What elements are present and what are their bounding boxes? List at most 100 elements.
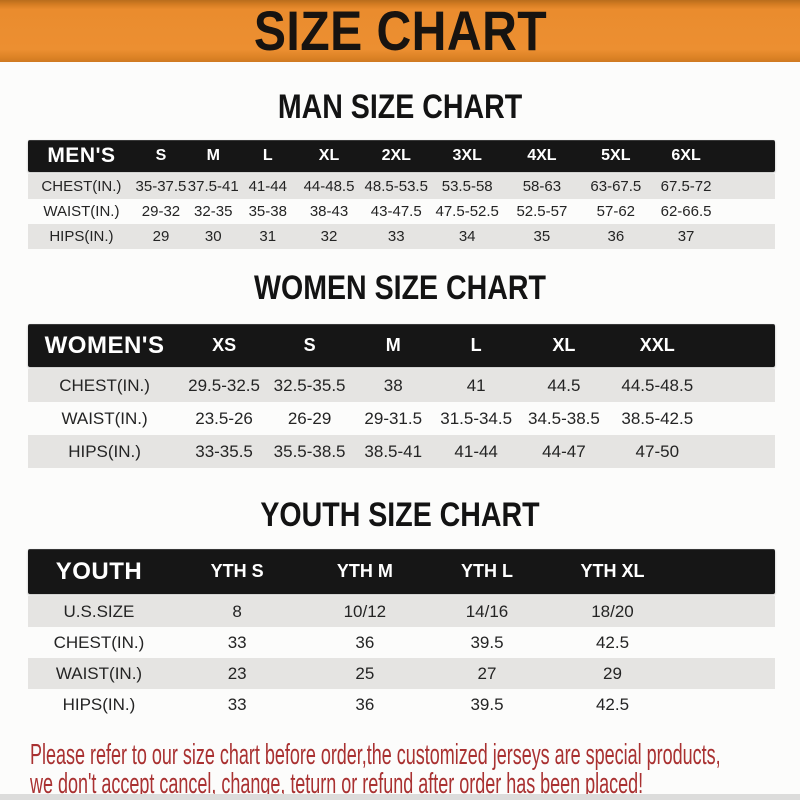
size-column-header: YTH L	[461, 561, 513, 581]
size-value: 34	[458, 228, 476, 245]
row-label: HIPS(IN.)	[49, 228, 114, 245]
size-value: 47.5-52.5	[435, 203, 499, 220]
youth-table-title: YOUTH	[55, 557, 143, 585]
size-value: 57-62	[596, 203, 636, 220]
size-value: 38.5-42.5	[621, 408, 694, 428]
size-column-header: L	[262, 147, 273, 164]
size-value: 41-44	[454, 441, 498, 461]
youth-heading: YOUTH SIZE CHART	[260, 496, 540, 534]
women-size-table: WOMEN'S XS S M L XL XXL CHEST(IN.) 29.5-…	[28, 324, 775, 468]
size-value: 8	[232, 601, 242, 621]
size-value: 38-43	[309, 203, 349, 220]
size-value: 36	[355, 632, 375, 652]
size-column-header: S	[155, 147, 167, 164]
men-table-title: MEN'S	[47, 144, 116, 167]
size-value: 39.5	[470, 632, 504, 652]
size-value: 47-50	[635, 441, 680, 461]
size-column-header: 6XL	[671, 147, 701, 164]
disclaimer: Please refer to our size chart before or…	[30, 741, 800, 799]
page-title: SIZE CHART	[253, 0, 547, 62]
men-hips-row: HIPS(IN.) 29 30 31 32 33 34 35 36 37	[28, 224, 775, 249]
women-heading: WOMEN SIZE CHART	[254, 269, 546, 307]
size-value: 32	[320, 228, 338, 245]
size-value: 35.5-38.5	[273, 441, 346, 461]
size-value: 27	[477, 663, 497, 683]
women-header-bar: WOMEN'S XS S M L XL XXL	[28, 324, 775, 367]
row-label: WAIST(IN.)	[61, 408, 148, 428]
row-label: WAIST(IN.)	[43, 203, 120, 220]
row-label: WAIST(IN.)	[55, 663, 143, 683]
size-value: 29.5-32.5	[188, 375, 260, 395]
size-value: 31	[259, 228, 277, 245]
size-value: 35-37.5	[135, 178, 187, 195]
size-value: 29	[152, 228, 170, 245]
men-chest-row: CHEST(IN.) 35-37.5 37.5-41 41-44 44-48.5…	[28, 174, 775, 199]
size-value: 53.5-58	[441, 178, 493, 195]
size-value: 10/12	[343, 601, 387, 621]
disclaimer-line-2: we don't accept cancel, change, teturn o…	[30, 768, 644, 800]
size-value: 32.5-35.5	[273, 375, 346, 395]
disclaimer-line-1: Please refer to our size chart before or…	[30, 739, 721, 771]
size-column-header: XS	[212, 335, 237, 355]
women-table-title: WOMEN'S	[44, 331, 165, 359]
size-value: 36	[355, 694, 375, 714]
men-size-table: MEN'S S M L XL 2XL 3XL 4XL 5XL 6XL CHEST…	[28, 140, 775, 249]
row-label: HIPS(IN.)	[62, 694, 136, 714]
women-waist-row: WAIST(IN.) 23.5-26 26-29 29-31.5 31.5-34…	[28, 402, 775, 435]
size-column-header: M	[206, 147, 220, 164]
size-value: 62-66.5	[660, 203, 712, 220]
size-value: 52.5-57	[516, 203, 568, 220]
women-hips-row: HIPS(IN.) 33-35.5 35.5-38.5 38.5-41 41-4…	[28, 435, 775, 468]
size-value: 38	[383, 375, 403, 395]
size-value: 37	[677, 228, 695, 245]
size-value: 30	[204, 228, 222, 245]
size-column-header: XXL	[639, 335, 675, 355]
size-value: 43-47.5	[370, 203, 422, 220]
size-column-header: YTH XL	[580, 561, 645, 581]
size-value: 32-35	[194, 203, 233, 220]
size-value: 35	[533, 228, 551, 245]
row-label: CHEST(IN.)	[41, 178, 122, 195]
men-header-bar: MEN'S S M L XL 2XL 3XL 4XL 5XL 6XL	[28, 140, 775, 172]
size-column-header: M	[385, 335, 401, 355]
size-value: 18/20	[591, 601, 634, 621]
size-value: 44-47	[542, 441, 586, 461]
size-column-header: XL	[552, 335, 576, 355]
size-column-header: S	[303, 335, 316, 355]
size-value: 42.5	[595, 694, 630, 714]
size-value: 33-35.5	[195, 441, 253, 461]
size-column-header: 5XL	[601, 147, 631, 164]
size-value: 38.5-41	[364, 441, 423, 461]
size-value: 25	[355, 663, 375, 683]
size-value: 39.5	[470, 694, 504, 714]
size-value: 58-63	[522, 178, 562, 195]
size-value: 29-32	[141, 203, 181, 220]
size-value: 34.5-38.5	[528, 408, 600, 428]
size-value: 26-29	[287, 408, 332, 428]
size-column-header: 2XL	[381, 147, 411, 164]
row-label: CHEST(IN.)	[59, 375, 150, 395]
size-column-header: L	[470, 335, 482, 355]
size-value: 37.5-41	[187, 178, 239, 195]
size-column-header: 4XL	[527, 147, 557, 164]
men-waist-row: WAIST(IN.) 29-32 32-35 35-38 38-43 43-47…	[28, 199, 775, 224]
bottom-edge	[0, 794, 800, 800]
size-value: 41	[466, 375, 486, 395]
size-value: 63-67.5	[590, 178, 642, 195]
size-value: 35-38	[248, 203, 287, 220]
size-value: 36	[607, 228, 625, 245]
size-value: 31.5-34.5	[440, 408, 513, 428]
size-value: 42.5	[595, 632, 630, 652]
row-label: CHEST(IN.)	[53, 632, 145, 652]
size-value: 23	[227, 663, 247, 683]
size-value: 33	[227, 694, 247, 714]
size-value: 67.5-72	[660, 178, 712, 195]
youth-header-bar: YOUTH YTH S YTH M YTH L YTH XL	[28, 549, 775, 594]
size-value: 29-31.5	[364, 408, 423, 428]
youth-ussize-row: U.S.SIZE 8 10/12 14/16 18/20	[28, 596, 775, 627]
youth-chest-row: CHEST(IN.) 33 36 39.5 42.5	[28, 627, 775, 658]
youth-size-table: YOUTH YTH S YTH M YTH L YTH XL U.S.SIZE …	[28, 549, 775, 720]
size-value: 44.5-48.5	[621, 375, 694, 395]
size-value: 44-48.5	[303, 178, 355, 195]
size-column-header: YTH M	[336, 561, 393, 581]
